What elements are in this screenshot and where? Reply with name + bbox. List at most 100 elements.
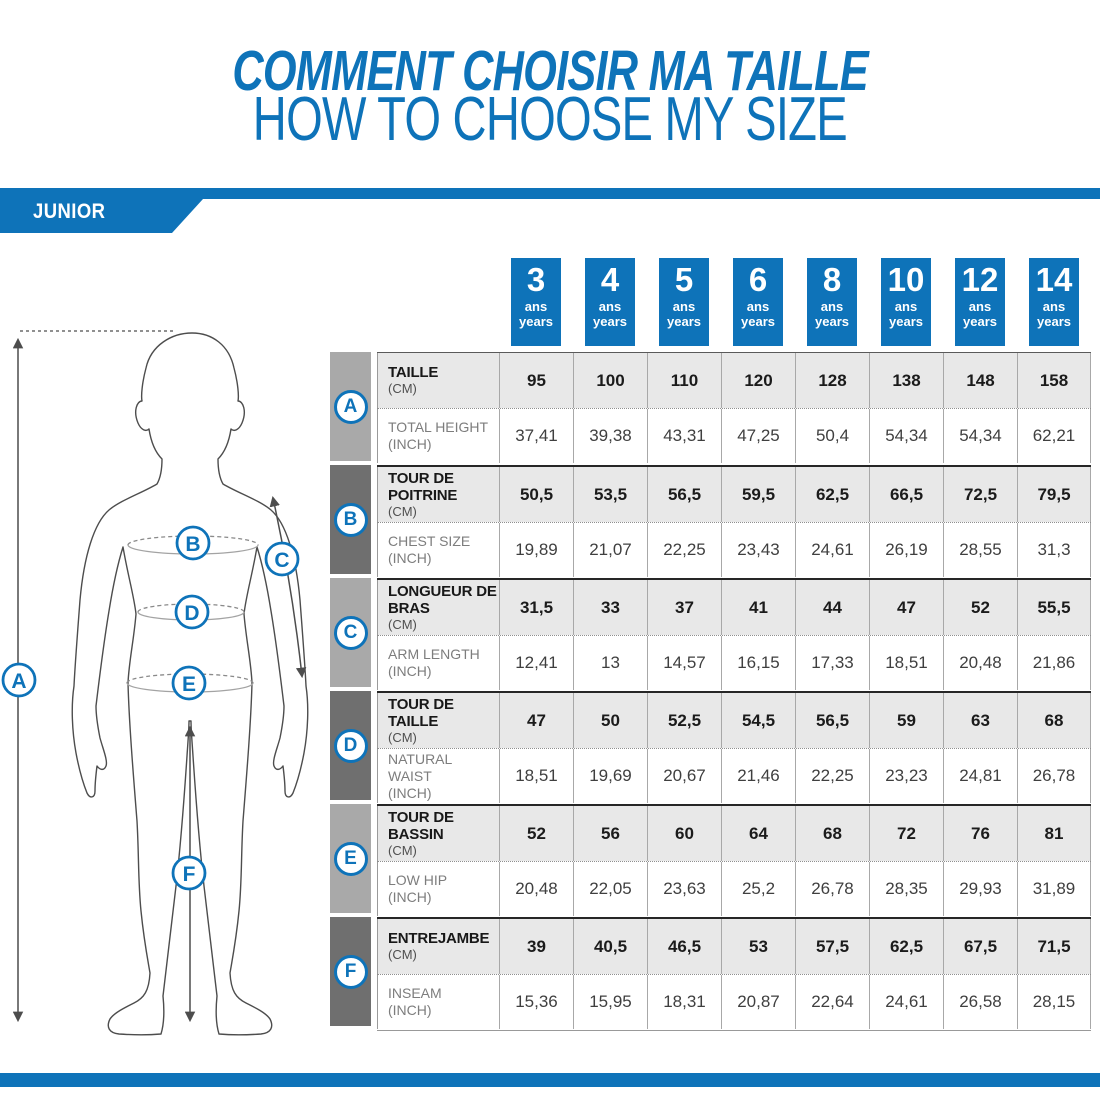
inch-value: 24,81 (943, 749, 1017, 803)
age-label-en: years (667, 314, 701, 329)
strip-block-e: E (330, 804, 371, 913)
measure-unit-inch: (INCH) (388, 784, 432, 801)
inch-row: NATURAL WAIST (INCH) 18,51 19,69 20,67 2… (377, 749, 1091, 803)
measure-label: TOTAL HEIGHT (INCH) (377, 409, 499, 463)
size-group-arm: LONGUEUR DE BRAS (CM) 31,5 33 37 41 44 4… (377, 578, 1091, 691)
inch-value: 37,41 (499, 409, 573, 463)
cm-value: 68 (1017, 693, 1091, 748)
size-group-hip: TOUR DE BASSIN (CM) 52 56 60 64 68 72 76… (377, 804, 1091, 917)
age-label-fr: ans (820, 299, 844, 314)
age-label-en: years (519, 314, 553, 329)
measure-label: NATURAL WAIST (INCH) (377, 749, 499, 803)
strip-block-f: F (330, 917, 371, 1026)
size-group-chest: TOUR DE POITRINE (CM) 50,5 53,5 56,5 59,… (377, 465, 1091, 578)
age-label-fr: ans (894, 299, 918, 314)
inch-value: 23,43 (721, 523, 795, 577)
cm-value: 33 (573, 580, 647, 635)
age-column-header-10: 10 ans years (881, 258, 931, 346)
strip-block-a: A (330, 352, 371, 461)
child-body-outline (71, 332, 309, 1036)
measure-unit-cm: (CM) (388, 729, 417, 745)
measure-label: CHEST SIZE (INCH) (377, 523, 499, 577)
size-group-height: TAILLE (CM) 95 100 110 120 128 138 148 1… (377, 352, 1091, 465)
letter-badge-f: F (333, 954, 368, 989)
age-number: 4 (600, 261, 620, 298)
measure-unit-inch: (INCH) (388, 663, 432, 679)
inch-row: INSEAM (INCH) 15,36 15,95 18,31 20,87 22… (377, 975, 1091, 1029)
cm-row: TOUR DE TAILLE (CM) 47 50 52,5 54,5 56,5… (377, 693, 1091, 749)
cm-value: 76 (943, 806, 1017, 861)
page-title-french: COMMENT CHOISIR MA TAILLE (0, 43, 1100, 100)
inch-value: 22,64 (795, 975, 869, 1029)
age-column-header-12: 12 ans years (955, 258, 1005, 346)
size-group-waist: TOUR DE TAILLE (CM) 47 50 52,5 54,5 56,5… (377, 691, 1091, 804)
inch-value: 21,07 (573, 523, 647, 577)
junior-banner-label: JUNIOR (33, 200, 106, 223)
cm-value: 60 (647, 806, 721, 861)
age-label-fr: ans (968, 299, 992, 314)
measure-label: ENTREJAMBE (CM) (377, 919, 499, 974)
measure-unit-cm: (CM) (388, 381, 417, 396)
measure-name-fr: TAILLE (388, 364, 439, 381)
inch-value: 18,51 (869, 636, 943, 690)
inch-value: 15,95 (573, 975, 647, 1029)
inch-value: 23,63 (647, 862, 721, 916)
cm-value: 81 (1017, 806, 1091, 861)
inch-value: 62,21 (1017, 409, 1091, 463)
measure-unit-cm: (CM) (388, 616, 417, 632)
inch-value: 39,38 (573, 409, 647, 463)
inch-value: 20,48 (499, 862, 573, 916)
inch-value: 22,05 (573, 862, 647, 916)
measure-unit-inch: (INCH) (388, 550, 432, 566)
inch-value: 19,69 (573, 749, 647, 803)
age-column-header-4: 4 ans years (585, 258, 635, 346)
diagram-marker-f-letter: F (183, 863, 196, 886)
measure-name-en: ARM LENGTH (388, 646, 480, 662)
inch-value: 14,57 (647, 636, 721, 690)
measure-label: LONGUEUR DE BRAS (CM) (377, 580, 499, 635)
measure-unit-cm: (CM) (388, 842, 417, 858)
age-label-fr: ans (1042, 299, 1066, 314)
cm-value: 39 (499, 919, 573, 974)
page-title-english-text: HOW TO CHOOSE MY SIZE (252, 85, 848, 154)
diagram-marker-d-letter: D (184, 602, 199, 625)
diagram-marker-c: C (264, 541, 300, 577)
inch-value: 18,51 (499, 749, 573, 803)
inch-row: ARM LENGTH (INCH) 12,41 13 14,57 16,15 1… (377, 636, 1091, 690)
cm-value: 62,5 (869, 919, 943, 974)
inch-value: 15,36 (499, 975, 573, 1029)
cm-row: TOUR DE BASSIN (CM) 52 56 60 64 68 72 76… (377, 806, 1091, 862)
inch-value: 47,25 (721, 409, 795, 463)
cm-row: TOUR DE POITRINE (CM) 50,5 53,5 56,5 59,… (377, 467, 1091, 523)
inch-value: 17,33 (795, 636, 869, 690)
age-label-fr: ans (524, 299, 548, 314)
inch-value: 28,35 (869, 862, 943, 916)
diagram-marker-d: D (174, 594, 210, 630)
cm-value: 53 (721, 919, 795, 974)
age-number: 3 (526, 261, 546, 298)
inch-value: 18,31 (647, 975, 721, 1029)
inch-value: 24,61 (795, 523, 869, 577)
age-label-fr: ans (598, 299, 622, 314)
cm-value: 120 (721, 353, 795, 408)
cm-value: 67,5 (943, 919, 1017, 974)
age-label-en: years (815, 314, 849, 329)
diagram-marker-a: A (1, 662, 37, 698)
inch-value: 21,86 (1017, 636, 1091, 690)
inch-value: 54,34 (943, 409, 1017, 463)
cm-value: 40,5 (573, 919, 647, 974)
cm-value: 37 (647, 580, 721, 635)
measure-name-fr: TOUR DE BASSIN (388, 808, 454, 843)
cm-value: 47 (869, 580, 943, 635)
measure-label: TAILLE (CM) (377, 353, 499, 408)
page-title-english: HOW TO CHOOSE MY SIZE (0, 89, 1100, 151)
age-column-header-8: 8 ans years (807, 258, 857, 346)
letter-badge-b: B (333, 502, 368, 537)
inch-value: 22,25 (795, 749, 869, 803)
inch-value: 54,34 (869, 409, 943, 463)
cm-row: LONGUEUR DE BRAS (CM) 31,5 33 37 41 44 4… (377, 580, 1091, 636)
age-column-header-6: 6 ans years (733, 258, 783, 346)
cm-value: 79,5 (1017, 467, 1091, 522)
inch-value: 20,67 (647, 749, 721, 803)
